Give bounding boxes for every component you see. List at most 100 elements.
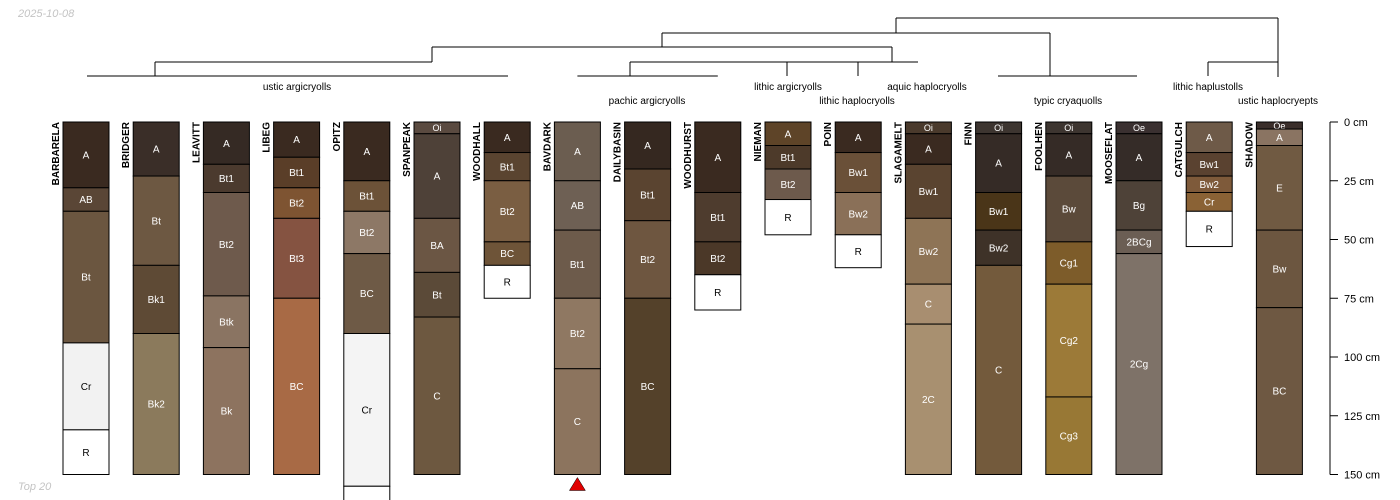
horizon-bw1 xyxy=(904,163,952,219)
horizon-label: Bw2 xyxy=(1199,180,1219,191)
horizon-bw1 xyxy=(975,192,1023,231)
horizon-bc xyxy=(273,297,321,475)
horizon-bw2 xyxy=(904,217,952,285)
horizon-label: Bt1 xyxy=(289,168,304,179)
horizon-bt1 xyxy=(483,152,531,182)
group-label-lithic-haplocryolls: lithic haplocryolls xyxy=(819,96,895,107)
horizon-label: AB xyxy=(571,201,585,212)
group-label-ustic-haplocryepts: ustic haplocryepts xyxy=(1238,96,1318,107)
horizon-label: Bt2 xyxy=(780,180,795,191)
horizon-label: Bt2 xyxy=(640,255,655,266)
profile-name: CATGULCH xyxy=(1174,122,1185,177)
horizon-label: A xyxy=(153,145,160,156)
horizon-c xyxy=(413,316,461,475)
horizon-a xyxy=(202,121,250,165)
horizon-label: Bt xyxy=(432,290,442,301)
dendrogram xyxy=(87,17,1279,77)
horizon-label: Btk xyxy=(219,317,234,328)
figure-caption: Top 20 xyxy=(18,481,52,493)
profile-finn: Oi A Bw1 Bw2 C FINN xyxy=(964,121,1023,475)
horizon-bt2 xyxy=(624,220,672,299)
horizon-label: A xyxy=(995,159,1002,170)
depth-tick-label: 125 cm xyxy=(1344,411,1380,423)
horizon-label: A xyxy=(855,133,862,144)
depth-tick-label: 75 cm xyxy=(1344,293,1374,305)
horizon-bt2 xyxy=(202,192,250,297)
depth-axis: 0 cm 25 cm 50 cm 75 cm 100 cm 125 cm 150 cm xyxy=(1329,117,1380,482)
horizon-label: Bt2 xyxy=(289,199,304,210)
horizon-bt2 xyxy=(694,241,742,276)
profile-shadow: Oe A E Bw BC SHADOW xyxy=(1244,121,1303,475)
horizon-label: A xyxy=(223,139,230,150)
horizon-bc xyxy=(624,297,672,475)
group-label-lithic-haplustolls: lithic haplustolls xyxy=(1173,82,1243,93)
depth-tick-label: 0 cm xyxy=(1344,117,1368,129)
horizon-cg1 xyxy=(1045,241,1093,285)
horizon-c xyxy=(904,283,952,325)
horizon-label: Cr xyxy=(362,405,373,416)
horizon-label: BC xyxy=(290,382,304,393)
horizon-label: Bw1 xyxy=(848,168,868,179)
depth-tick-label: 50 cm xyxy=(1344,235,1374,247)
horizon-label: A xyxy=(504,133,511,144)
horizon-label: Bw2 xyxy=(989,243,1009,254)
group-label-aquic-haplocryolls: aquic haplocryolls xyxy=(887,82,967,93)
horizon-bc xyxy=(1255,307,1303,475)
profile-name: POIN xyxy=(823,122,834,146)
profile-name: MOOSEFLAT xyxy=(1104,122,1115,184)
horizon-label: Oi xyxy=(994,123,1003,133)
horizon-label: A xyxy=(1276,133,1283,144)
profile-catgulch: A Bw1 Bw2 Cr R CATGULCH xyxy=(1174,121,1233,248)
horizon-label: R xyxy=(855,247,862,258)
profile-name: SHADOW xyxy=(1244,121,1255,167)
horizon-label: Bt1 xyxy=(219,174,234,185)
horizon-a xyxy=(62,121,110,189)
horizon-bt2 xyxy=(553,297,601,370)
group-labels: ustic argicryolls pachic argicryolls lithi… xyxy=(263,82,1318,107)
horizon-label: A xyxy=(1065,151,1072,162)
horizon-label: A xyxy=(434,172,441,183)
horizon-label: BC xyxy=(641,382,655,393)
horizon-label: R xyxy=(504,277,511,288)
horizon-c xyxy=(975,264,1023,475)
profile-foolhen: Oi A Bw Cg1 Cg2 Cg3 FOOLHEN xyxy=(1034,121,1093,476)
horizon-label: C xyxy=(925,300,932,311)
horizon-label: Bt1 xyxy=(640,190,655,201)
profile-name: BAVDARK xyxy=(542,121,553,171)
horizon-label: A xyxy=(714,153,721,164)
horizon-label: Bt2 xyxy=(570,329,585,340)
horizon-cg2 xyxy=(1045,283,1093,398)
horizon-a xyxy=(1045,133,1093,177)
horizon-c xyxy=(553,368,601,475)
profile-leavitt: A Bt1 Bt2 Btk Bk LEAVITT xyxy=(191,121,250,476)
horizon-r xyxy=(764,199,812,236)
horizon-a xyxy=(1115,133,1163,182)
profile-nieman: A Bt1 Bt2 R NIEMAN xyxy=(753,121,812,236)
horizon-bk xyxy=(202,347,250,476)
profile-name: LIBEG xyxy=(262,122,273,153)
horizon-label: Bt1 xyxy=(359,192,374,203)
depth-tick-label: 100 cm xyxy=(1344,352,1380,364)
horizon-label: BA xyxy=(430,241,444,252)
horizon-label: A xyxy=(83,151,90,162)
horizon-cg3 xyxy=(1045,396,1093,476)
horizon-label: Bt1 xyxy=(780,153,795,164)
group-label-typic-cryaquolls: typic cryaquolls xyxy=(1034,96,1102,107)
profile-bavdark: A AB Bt1 Bt2 C BAVDARK xyxy=(542,121,601,475)
horizon-label: Bw1 xyxy=(989,207,1009,218)
horizon-label: C xyxy=(995,366,1002,377)
horizon-label: A xyxy=(1136,153,1143,164)
horizon-label: Bw xyxy=(1272,264,1287,275)
profile-barbarela: A AB Bt Cr R BARBARELA xyxy=(51,121,110,476)
profile-name: FINN xyxy=(964,122,975,145)
horizon-label: Oi xyxy=(1064,123,1073,133)
horizon-a xyxy=(273,121,321,158)
horizon-label: Cg2 xyxy=(1060,336,1079,347)
horizon-a xyxy=(694,121,742,193)
horizon-label: Cg3 xyxy=(1060,431,1079,442)
marker-triangle xyxy=(568,477,586,491)
horizon-bt2 xyxy=(483,180,531,243)
horizon-label: Bg xyxy=(1133,201,1145,212)
horizon-label: 2C xyxy=(922,395,935,406)
